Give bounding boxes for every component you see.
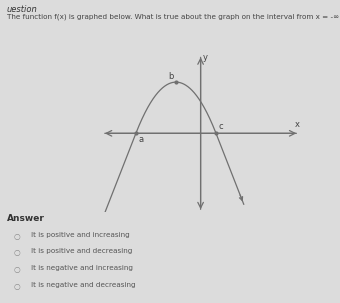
Text: ○: ○ bbox=[14, 248, 20, 258]
Text: The function f(x) is graphed below. What is true about the graph on the interval: The function f(x) is graphed below. What… bbox=[7, 14, 340, 20]
Text: y: y bbox=[203, 53, 208, 62]
Text: ○: ○ bbox=[14, 282, 20, 291]
Text: ○: ○ bbox=[14, 232, 20, 241]
Text: a: a bbox=[138, 135, 143, 144]
Text: Answer: Answer bbox=[7, 214, 45, 223]
Text: c: c bbox=[219, 122, 223, 131]
Text: uestion: uestion bbox=[7, 5, 37, 14]
Text: ○: ○ bbox=[14, 265, 20, 274]
Text: x: x bbox=[294, 120, 300, 129]
Text: It is positive and decreasing: It is positive and decreasing bbox=[31, 248, 132, 255]
Text: It is positive and increasing: It is positive and increasing bbox=[31, 232, 129, 238]
Text: It is negative and decreasing: It is negative and decreasing bbox=[31, 282, 135, 288]
Text: It is negative and increasing: It is negative and increasing bbox=[31, 265, 133, 271]
Text: b: b bbox=[168, 72, 174, 81]
